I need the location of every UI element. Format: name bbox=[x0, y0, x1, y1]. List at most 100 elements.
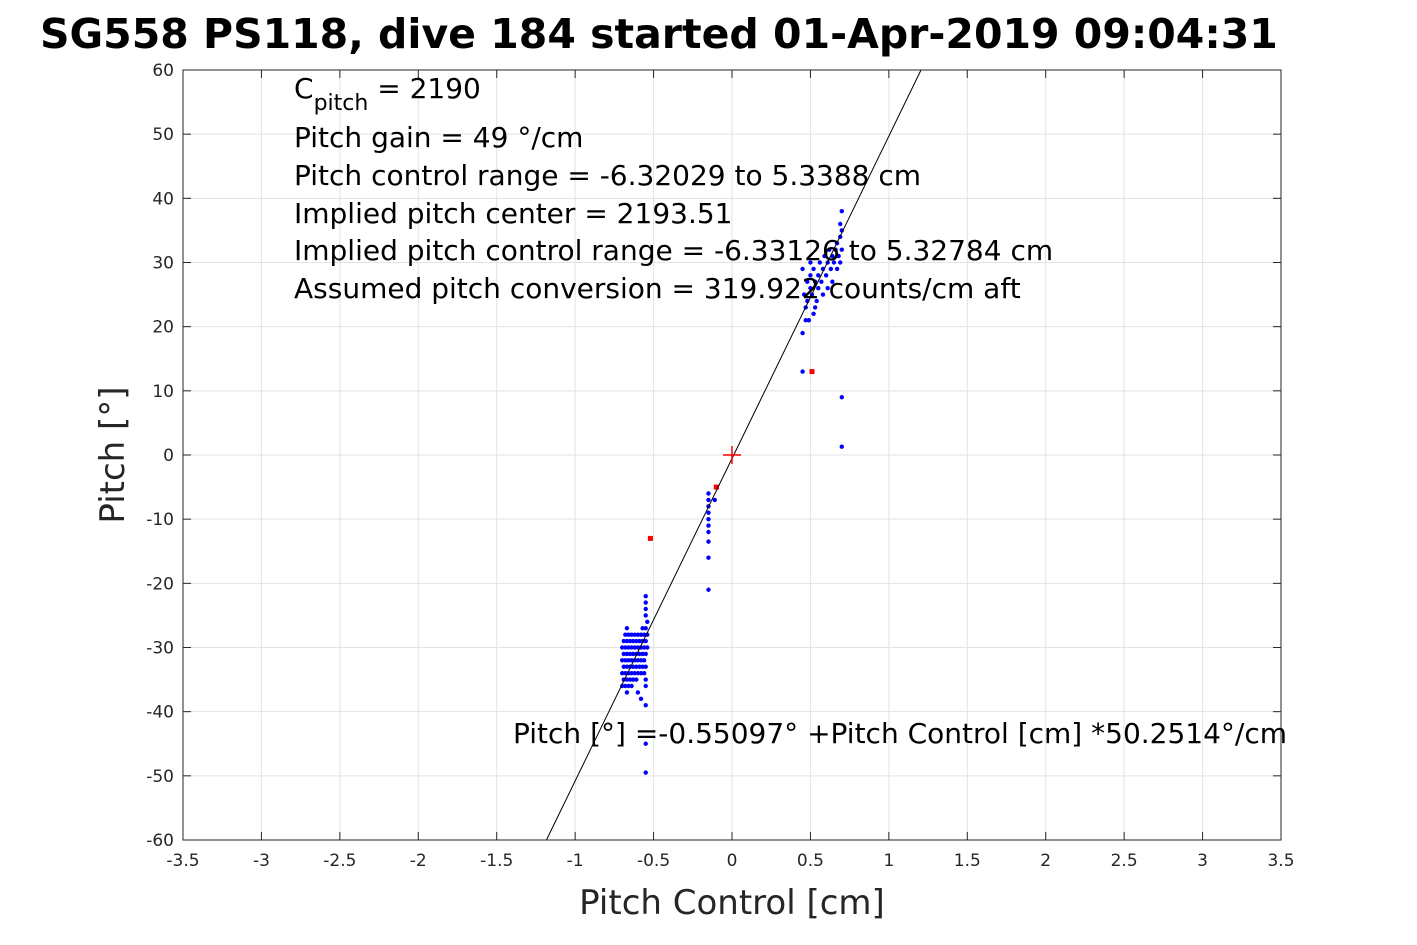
y-tick-label: 20 bbox=[152, 318, 174, 338]
data-point bbox=[627, 677, 633, 682]
data-point bbox=[800, 266, 805, 272]
data-point bbox=[632, 670, 637, 676]
annotation-line: Pitch gain = 49 °/cm bbox=[294, 121, 583, 154]
data-point bbox=[706, 516, 711, 522]
data-point bbox=[831, 260, 837, 265]
annotation-line: Assumed pitch conversion = 319.922 count… bbox=[294, 272, 1021, 305]
data-point bbox=[626, 683, 631, 689]
data-point bbox=[638, 658, 644, 663]
data-point bbox=[623, 658, 628, 663]
data-point bbox=[635, 658, 641, 663]
data-point bbox=[630, 664, 636, 669]
x-tick-label: 2.5 bbox=[1111, 851, 1138, 871]
data-point bbox=[627, 638, 633, 644]
data-point bbox=[706, 529, 711, 535]
data-point bbox=[640, 664, 645, 669]
data-point bbox=[640, 626, 645, 631]
data-point bbox=[822, 253, 827, 259]
y-tick-label: 10 bbox=[152, 382, 174, 402]
data-point bbox=[640, 651, 645, 657]
y-tick-label: 30 bbox=[152, 254, 174, 274]
data-point bbox=[627, 651, 633, 657]
bad-data-point bbox=[809, 369, 815, 375]
data-point bbox=[638, 696, 644, 702]
data-point bbox=[629, 683, 634, 689]
data-point bbox=[638, 632, 644, 637]
data-point bbox=[632, 632, 637, 637]
tick-labels: -3.5 -3 -2.5 -2 -1.5 -1 -0.5 0 0.5 1 1.5 2 2.5 3 3.5 60… bbox=[146, 61, 1294, 871]
data-point bbox=[623, 683, 628, 689]
data-point bbox=[825, 285, 830, 291]
data-point bbox=[626, 632, 631, 637]
data-point bbox=[643, 683, 648, 689]
x-tick-label: 0 bbox=[727, 851, 738, 871]
data-point bbox=[626, 645, 631, 650]
x-tick-label: 3 bbox=[1197, 851, 1208, 871]
data-point bbox=[812, 279, 818, 284]
data-point bbox=[643, 664, 648, 669]
data-point bbox=[630, 638, 636, 644]
x-tick-label: 2 bbox=[1040, 851, 1051, 871]
data-point bbox=[839, 444, 844, 449]
data-point bbox=[620, 670, 625, 676]
data-point bbox=[635, 632, 641, 637]
plot-area-frame bbox=[182, 69, 1282, 841]
x-tick-label: 0.5 bbox=[797, 851, 824, 871]
data-point bbox=[637, 651, 642, 657]
data-point bbox=[624, 626, 630, 631]
data-point bbox=[643, 651, 648, 657]
data-point bbox=[706, 491, 711, 496]
data-point bbox=[803, 318, 808, 323]
data-point bbox=[629, 658, 634, 663]
data-point bbox=[830, 279, 835, 284]
data-point bbox=[808, 285, 813, 291]
annotation-line: Pitch control range = -6.32029 to 5.3388… bbox=[294, 159, 921, 192]
data-point bbox=[811, 266, 816, 272]
x-tick-label: 1.5 bbox=[954, 851, 981, 871]
bad-data-point bbox=[713, 484, 719, 490]
data-point bbox=[836, 253, 841, 259]
data-point bbox=[621, 664, 626, 669]
data-point bbox=[623, 645, 628, 650]
data-point bbox=[643, 613, 648, 618]
data-point bbox=[706, 497, 711, 503]
data-point bbox=[706, 523, 711, 528]
data-point bbox=[632, 645, 637, 650]
x-tick-label: -0.5 bbox=[637, 851, 670, 871]
data-point bbox=[643, 593, 648, 599]
x-tick-label: -3.5 bbox=[166, 851, 199, 871]
data-point bbox=[814, 298, 819, 304]
annotation-cpitch: Cpitch = 2190 bbox=[294, 72, 481, 116]
data-point bbox=[838, 221, 843, 227]
x-tick-label: -1 bbox=[567, 851, 584, 871]
data-point bbox=[624, 690, 630, 695]
data-point bbox=[641, 670, 647, 676]
y-tick-label: -20 bbox=[146, 574, 174, 594]
y-axis-label: Pitch [°] bbox=[93, 386, 133, 523]
data-point bbox=[620, 645, 625, 650]
data-point bbox=[839, 208, 844, 214]
data-point bbox=[839, 247, 844, 252]
data-point bbox=[828, 266, 834, 272]
x-tick-label: 3.5 bbox=[1267, 851, 1294, 871]
data-point bbox=[806, 318, 812, 323]
data-point bbox=[643, 703, 648, 708]
data-point bbox=[641, 645, 647, 650]
data-points bbox=[545, 69, 922, 841]
data-point bbox=[629, 645, 634, 650]
x-tick-label: -2.5 bbox=[323, 851, 356, 871]
data-point bbox=[634, 664, 639, 669]
data-point bbox=[800, 330, 805, 336]
bad-data-point bbox=[647, 535, 653, 541]
data-point bbox=[638, 670, 644, 676]
x-tick-label: -1.5 bbox=[480, 851, 513, 871]
data-point bbox=[801, 292, 807, 297]
data-point bbox=[634, 677, 639, 682]
y-tick-label: -10 bbox=[146, 510, 174, 530]
data-point bbox=[635, 670, 641, 676]
y-tick-label: -60 bbox=[146, 831, 174, 851]
data-point bbox=[808, 260, 813, 265]
data-point bbox=[624, 664, 630, 669]
y-tick-label: -30 bbox=[146, 639, 174, 659]
y-tick-label: -50 bbox=[146, 767, 174, 787]
